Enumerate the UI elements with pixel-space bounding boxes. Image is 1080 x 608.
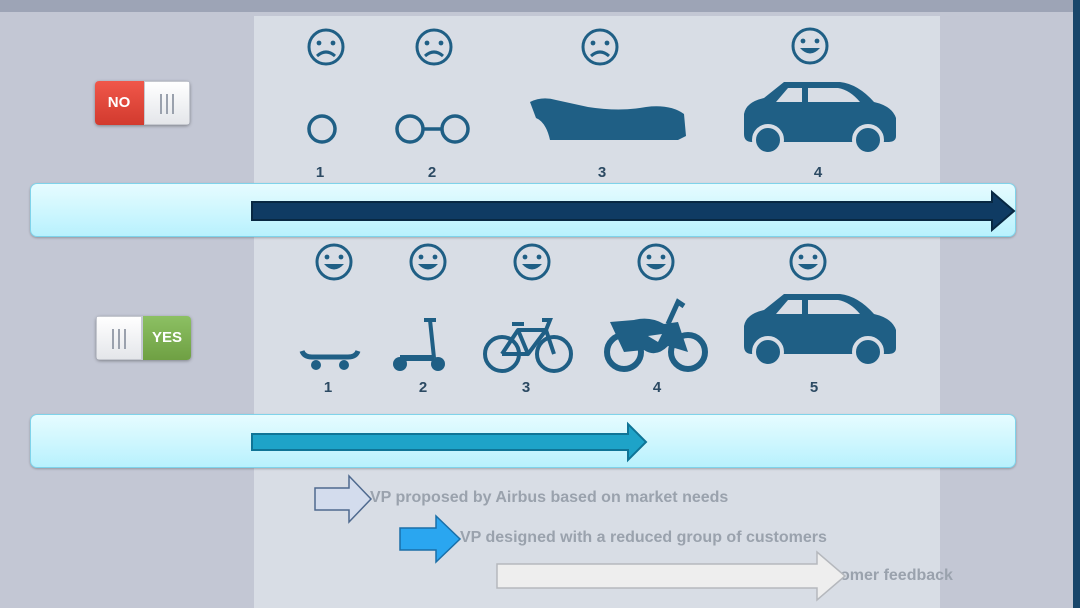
legend-item-feedback: omer feedback <box>840 567 953 584</box>
dark-progress-arrow <box>251 189 1016 233</box>
wheel-icon <box>307 114 337 144</box>
happy-face-icon <box>791 27 829 65</box>
happy-face-icon <box>409 243 447 281</box>
car-icon <box>744 82 896 156</box>
legend-arrow-light <box>314 474 373 524</box>
step-number: 4 <box>813 164 823 181</box>
step-number: 4 <box>652 379 662 396</box>
step-number: 2 <box>427 164 437 181</box>
toggle-off-segment: NO <box>95 81 145 125</box>
legend-arrow-blue <box>399 514 462 564</box>
step-number: 3 <box>597 164 607 181</box>
slide-edge <box>1073 0 1080 608</box>
sad-face-icon <box>415 28 453 66</box>
two-wheels-icon <box>395 114 470 144</box>
happy-face-icon <box>789 243 827 281</box>
happy-face-icon <box>513 243 551 281</box>
legend-arrow-gray <box>496 550 847 602</box>
no-label: NO <box>107 94 131 111</box>
happy-face-icon <box>637 243 675 281</box>
skateboard-icon <box>299 350 361 370</box>
scooter-icon <box>393 318 445 371</box>
top-strip <box>0 0 1080 12</box>
step-number: 2 <box>418 379 428 396</box>
no-toggle[interactable]: NO <box>95 81 190 125</box>
toggle-on-segment: YES <box>143 316 191 360</box>
car-icon <box>744 294 896 368</box>
toggle-knob[interactable] <box>96 316 142 360</box>
yes-toggle[interactable]: YES <box>96 316 191 360</box>
bicycle-icon <box>483 318 573 373</box>
sad-face-icon <box>581 28 619 66</box>
car-body-icon <box>530 98 686 140</box>
yes-label: YES <box>151 329 182 346</box>
step-number: 1 <box>315 164 325 181</box>
step-number: 3 <box>521 379 531 396</box>
motorcycle-icon <box>604 298 708 372</box>
step-number: 5 <box>809 379 819 396</box>
legend-item-airbus: VP proposed by Airbus based on market ne… <box>370 489 729 506</box>
step-number: 1 <box>323 379 333 396</box>
sad-face-icon <box>307 28 345 66</box>
toggle-knob[interactable] <box>144 81 190 125</box>
legend-item-reduced-group: VP designed with a reduced group of cust… <box>460 529 827 546</box>
teal-progress-arrow <box>251 421 648 463</box>
happy-face-icon <box>315 243 353 281</box>
